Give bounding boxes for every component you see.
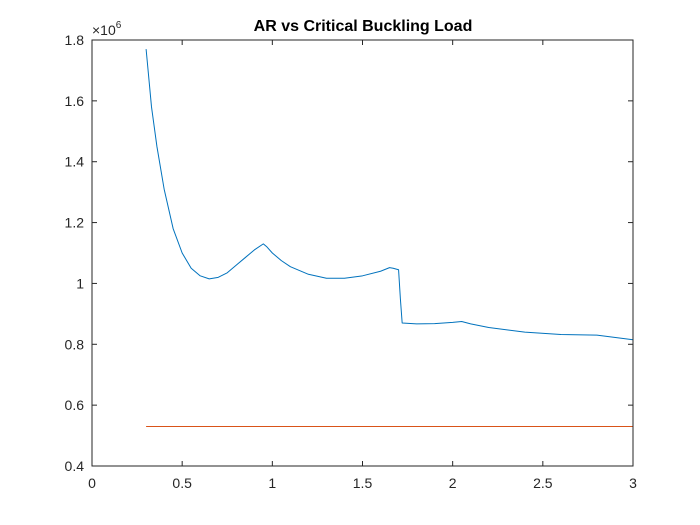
axes-layer: 0 0.5 1 1.5 2 2.5 3 0.4 0.6 0.8 1 1.2 1.4 1.6 1.8 <box>65 32 638 491</box>
series-line-1 <box>145 49 634 341</box>
y-tick-label: 1.2 <box>65 215 85 231</box>
y-tick-label: 0.8 <box>65 336 85 352</box>
y-tick-label: 1.4 <box>65 154 85 170</box>
x-tick-label: 1 <box>268 475 276 491</box>
y-tick-label: 0.4 <box>65 458 85 474</box>
y-tick-label: 1.6 <box>65 93 85 109</box>
plot-background <box>92 40 633 466</box>
x-tick-label: 2.5 <box>533 475 553 491</box>
x-tick-label: 2 <box>449 475 457 491</box>
y-tick-label: 1.8 <box>65 32 85 48</box>
chart-title: AR vs Critical Buckling Load <box>254 18 473 35</box>
y-axis-multiplier-exponent: 6 <box>116 20 122 31</box>
y-tick-label: 0.6 <box>65 397 85 413</box>
plot-area <box>92 40 633 466</box>
y-tick-label: 1 <box>76 275 84 291</box>
y-axis-multiplier-base: ×10 <box>92 22 116 38</box>
x-tick-label: 1.5 <box>353 475 373 491</box>
x-tick-label: 3 <box>629 475 637 491</box>
x-tick-label: 0.5 <box>172 475 192 491</box>
series-layer <box>145 49 634 427</box>
y-axis-multiplier: ×106 <box>92 20 122 38</box>
x-tick-label: 0 <box>88 475 96 491</box>
